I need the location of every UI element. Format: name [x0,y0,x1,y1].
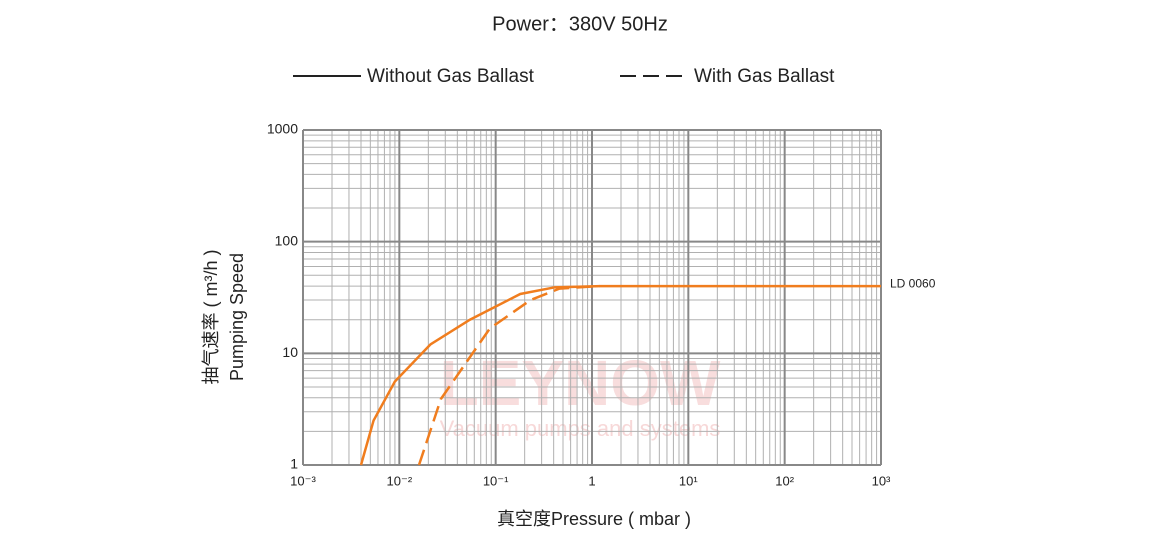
x-tick-label: 10⁻³ [290,473,316,488]
watermark: Vacuum pumps and systems [440,416,721,441]
y-axis-label: Pumping Speed [227,253,247,381]
legend-label: Without Gas Ballast [367,66,535,87]
legend-label: With Gas Ballast [694,66,835,87]
y-tick-label: 100 [275,232,299,248]
chart-title: Power：380V 50Hz [492,13,668,35]
y-tick-label: 1 [290,456,298,472]
x-tick-label: 1 [588,473,595,488]
y-axis-label: 抽气速率 ( m³/h ) [201,250,221,385]
annotation: LD 0060 [890,276,936,290]
x-tick-label: 10² [775,473,794,488]
x-tick-label: 10⁻¹ [483,473,509,488]
x-tick-label: 10³ [872,473,891,488]
x-tick-label: 10¹ [679,473,698,488]
y-tick-label: 10 [282,344,298,360]
x-tick-label: 10⁻² [387,473,413,488]
x-axis-label: 真空度Pressure ( mbar ) [497,509,691,529]
series-line [417,284,600,466]
y-tick-label: 1000 [267,121,298,137]
